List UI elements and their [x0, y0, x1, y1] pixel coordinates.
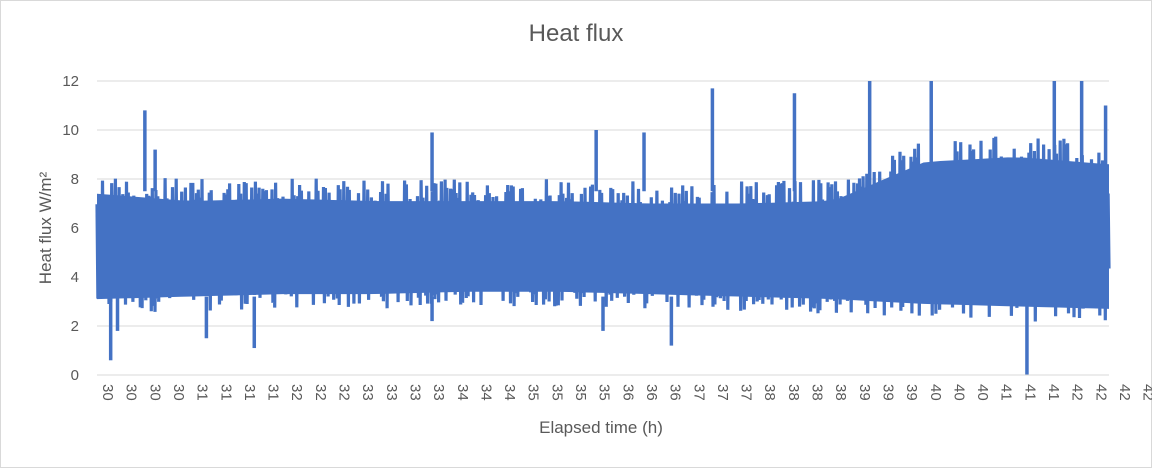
x-tick-label: 30: [170, 384, 187, 401]
chart-title: Heat flux: [528, 20, 624, 47]
x-tick-label: 31: [217, 384, 234, 401]
x-tick-label: 34: [477, 384, 494, 401]
x-tick-label: 32: [288, 384, 305, 401]
x-tick-label: 33: [406, 384, 423, 401]
x-tick-label: 33: [383, 384, 400, 401]
x-tick-label: 39: [903, 384, 920, 401]
x-tick-label: 38: [761, 384, 778, 401]
x-tick-label: 35: [525, 384, 542, 401]
x-tick-label: 36: [667, 384, 684, 401]
x-tick-label: 40: [927, 384, 944, 401]
x-tick-label: 41: [1045, 384, 1062, 401]
x-tick-label: 40: [950, 384, 967, 401]
x-tick-label: 33: [430, 384, 447, 401]
x-tick-label: 30: [146, 384, 163, 401]
x-tick-label: 31: [241, 384, 258, 401]
x-tick-label: 39: [879, 384, 896, 401]
x-tick-label: 41: [1021, 384, 1038, 401]
x-tick-label: 36: [619, 384, 636, 401]
y-tick-label: 6: [71, 220, 79, 237]
x-tick-label: 37: [714, 384, 731, 401]
y-tick-label: 2: [71, 318, 79, 335]
x-tick-label: 33: [359, 384, 376, 401]
x-tick-label: 42: [1092, 384, 1109, 401]
x-tick-label: 34: [501, 384, 518, 401]
y-tick-labels: 0 2 4 6 8 10 12: [62, 73, 79, 384]
x-tick-label: 36: [643, 384, 660, 401]
x-tick-label: 42: [1069, 384, 1086, 401]
y-tick-label: 12: [62, 73, 79, 90]
x-tick-label: 31: [194, 384, 211, 401]
x-tick-label: 30: [123, 384, 140, 401]
x-tick-label: 35: [596, 384, 613, 401]
y-tick-label: 4: [71, 269, 79, 286]
x-tick-label: 38: [785, 384, 802, 401]
x-tick-label: 41: [998, 384, 1015, 401]
x-tick-label: 38: [809, 384, 826, 401]
x-tick-label: 42: [1116, 384, 1133, 401]
x-tick-label: 37: [738, 384, 755, 401]
x-tick-label: 31: [265, 384, 282, 401]
y-tick-label: 10: [62, 122, 79, 139]
x-tick-label: 32: [312, 384, 329, 401]
x-tick-labels: 30 30 30 30 31 31 31 31 32 32 32 33 33 33 33 34 34 34 35 35…: [99, 384, 1152, 401]
y-tick-label: 8: [71, 171, 79, 188]
heat-flux-band: [97, 157, 1109, 309]
x-tick-label: 37: [690, 384, 707, 401]
x-tick-label: 35: [548, 384, 565, 401]
x-tick-label: 32: [336, 384, 353, 401]
x-tick-label: 40: [974, 384, 991, 401]
x-tick-label: 38: [832, 384, 849, 401]
x-axis-label: Elapsed time (h): [539, 418, 663, 437]
x-tick-label: 34: [454, 384, 471, 401]
x-tick-label: 35: [572, 384, 589, 401]
x-tick-label: 42: [1140, 384, 1152, 401]
heat-flux-series: [95, 81, 1111, 375]
x-tick-label: 39: [856, 384, 873, 401]
x-tick-label: 30: [99, 384, 116, 401]
y-tick-label: 0: [71, 367, 79, 384]
